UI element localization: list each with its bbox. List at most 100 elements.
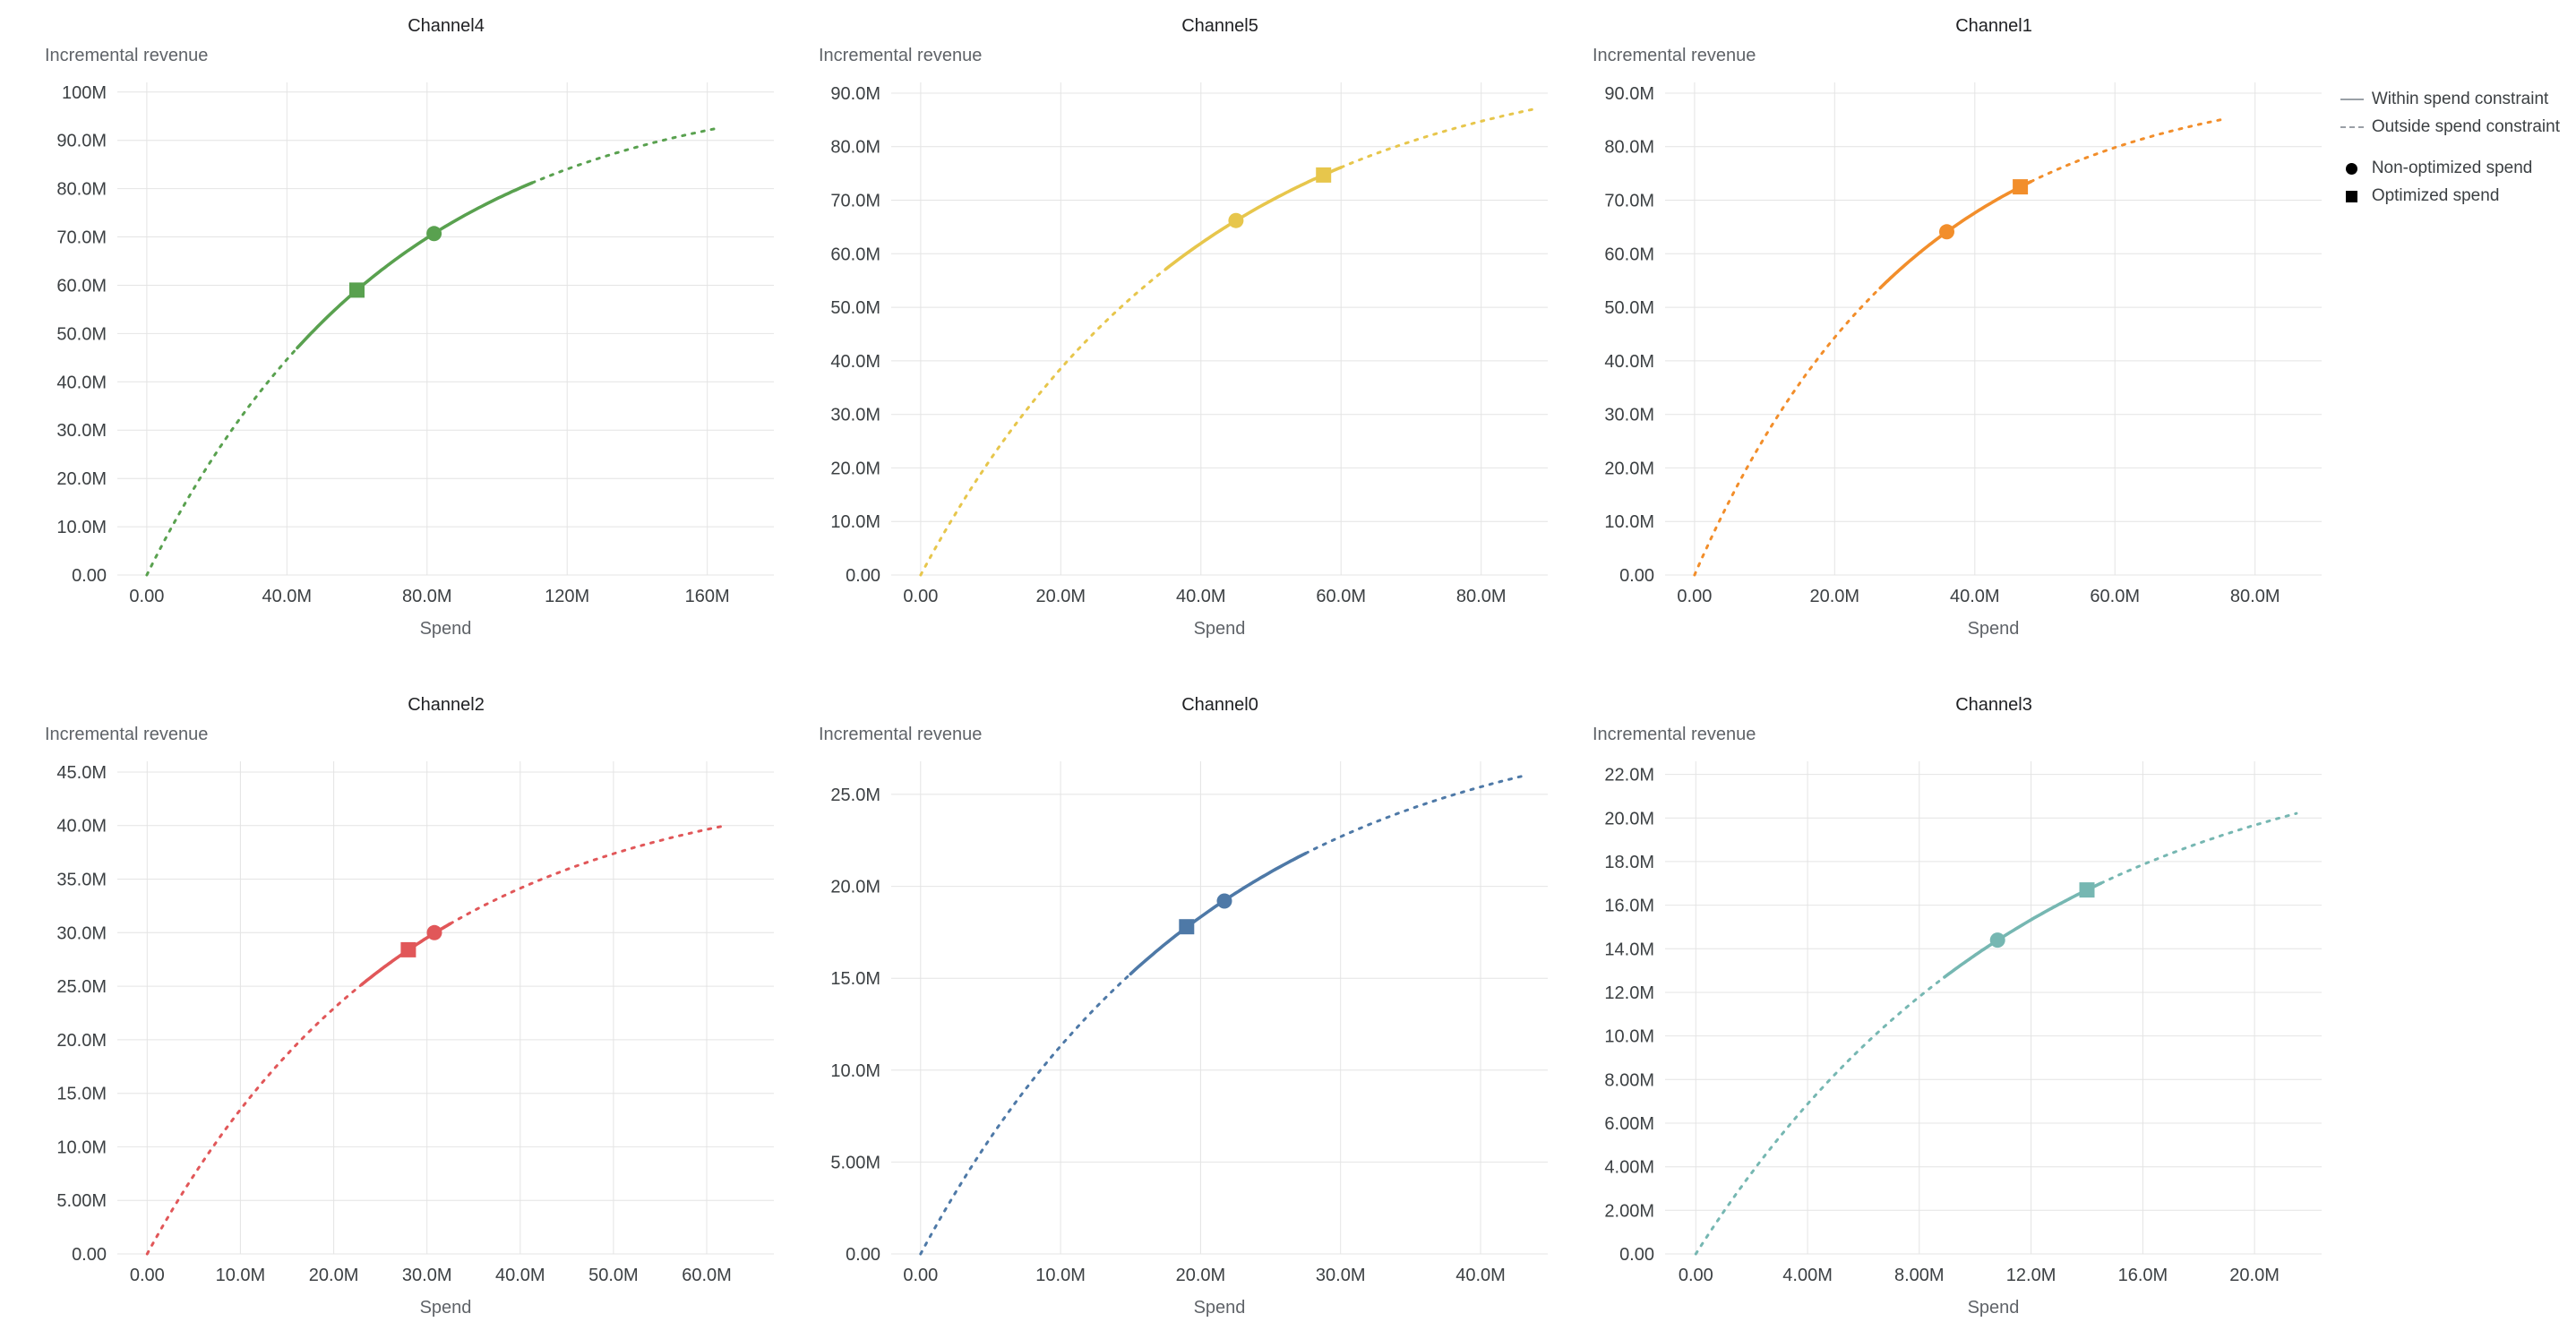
x-axis-title: Spend — [420, 1298, 472, 1318]
optimized-spend-marker — [400, 941, 416, 957]
y-axis-title: Incremental revenue — [819, 725, 983, 744]
chart-channel2: Channel2 Incremental revenue 0.00 10.0M 20… — [32, 691, 785, 1322]
curve-outside-constraint-right — [449, 824, 727, 925]
y-tick-label: 2.00M — [1604, 1201, 1654, 1221]
x-tick-label: 0.00 — [129, 587, 164, 606]
legend: Within spend constraint Outside spend co… — [2340, 90, 2560, 214]
legend-label: Within spend constraint — [2371, 90, 2549, 108]
y-tick-label: 30.0M — [56, 923, 107, 943]
y-tick-label: 60.0M — [1604, 245, 1654, 264]
legend-item-non-optimized-spend: Non-optimized spend — [2340, 159, 2560, 178]
curve-outside-constraint-left — [1694, 975, 1946, 1256]
x-axis-title: Spend — [1968, 1298, 2020, 1318]
optimized-spend-marker — [1316, 167, 1332, 183]
optimized-spend-marker — [349, 282, 365, 298]
y-tick-label: 18.0M — [1604, 853, 1654, 872]
non-optimized-spend-marker — [426, 924, 442, 940]
non-optimized-spend-marker — [1216, 893, 1232, 909]
chart-title: Channel5 — [1181, 16, 1258, 36]
x-tick-label: 40.0M — [1176, 587, 1226, 606]
chart-title: Channel3 — [1955, 695, 2032, 715]
y-axis-title: Incremental revenue — [45, 46, 209, 65]
x-tick-label: 20.0M — [1810, 587, 1860, 606]
curve-outside-constraint-left — [919, 972, 1132, 1256]
curve-within-constraint — [1943, 881, 2103, 979]
chart-title: Channel4 — [408, 16, 485, 36]
x-tick-label: 60.0M — [1316, 587, 1366, 606]
y-tick-label: 80.0M — [830, 138, 880, 158]
solid-line-icon — [2340, 99, 2364, 100]
y-axis-title: Incremental revenue — [1593, 725, 1756, 744]
y-tick-label: 45.0M — [56, 763, 107, 783]
y-tick-label: 10.0M — [56, 1137, 107, 1157]
y-tick-label: 10.0M — [1604, 1027, 1654, 1047]
non-optimized-spend-marker — [426, 226, 442, 242]
curve-outside-constraint-right — [2099, 811, 2298, 885]
y-tick-label: 80.0M — [56, 180, 107, 200]
x-tick-label: 60.0M — [682, 1266, 732, 1285]
y-axis-title: Incremental revenue — [1593, 46, 1756, 65]
x-tick-label: 30.0M — [402, 1266, 452, 1285]
x-axis-title: Spend — [1968, 619, 2020, 639]
legend-item-outside-constraint: Outside spend constraint — [2340, 117, 2560, 137]
x-tick-label: 160M — [685, 587, 730, 606]
y-tick-label: 30.0M — [830, 406, 880, 425]
chart-channel4: Channel4 Incremental revenue 0.00 40.0M 80… — [32, 13, 785, 643]
y-tick-label: 70.0M — [830, 192, 880, 211]
response-curve-plot: 0.00 4.00M 8.00M 12.0M 16.0M 20.0M 0.00 2.00M 4.… — [1604, 761, 2322, 1318]
x-axis-title: Spend — [1194, 1298, 1246, 1318]
y-tick-label: 70.0M — [56, 228, 107, 248]
chart-title: Channel0 — [1181, 695, 1258, 715]
chart-channel5: Channel5 Incremental revenue 0.00 20.0M 40… — [806, 13, 1558, 643]
y-tick-label: 22.0M — [1604, 766, 1654, 785]
x-tick-label: 12.0M — [2006, 1266, 2057, 1285]
x-axis-title: Spend — [420, 619, 472, 639]
curve-within-constraint — [1129, 852, 1308, 976]
y-tick-label: 20.0M — [830, 459, 880, 478]
x-tick-label: 40.0M — [1455, 1266, 1506, 1285]
y-tick-label: 20.0M — [56, 469, 107, 489]
x-tick-label: 0.00 — [1679, 1266, 1713, 1285]
response-curve-plot: 0.00 10.0M 20.0M 30.0M 40.0M 0.00 5.00M 10.0M 15… — [830, 761, 1548, 1318]
curve-outside-constraint-left — [919, 267, 1168, 577]
optimized-spend-marker — [2079, 882, 2095, 898]
y-tick-label: 70.0M — [1604, 192, 1654, 211]
y-tick-label: 60.0M — [56, 277, 107, 296]
x-tick-label: 120M — [545, 587, 589, 606]
y-tick-label: 40.0M — [56, 817, 107, 837]
y-tick-label: 50.0M — [830, 298, 880, 318]
y-tick-label: 10.0M — [830, 1061, 880, 1081]
y-tick-label: 90.0M — [1604, 84, 1654, 104]
y-tick-label: 5.00M — [56, 1191, 107, 1211]
y-axis-title: Incremental revenue — [45, 725, 209, 744]
x-tick-label: 0.00 — [903, 587, 938, 606]
y-tick-label: 0.00 — [1619, 1245, 1654, 1265]
non-optimized-spend-marker — [1989, 932, 2005, 949]
y-tick-label: 0.00 — [846, 1245, 880, 1265]
y-tick-label: 90.0M — [830, 84, 880, 104]
y-tick-label: 40.0M — [56, 373, 107, 392]
legend-item-optimized-spend: Optimized spend — [2340, 186, 2560, 206]
y-tick-label: 12.0M — [1604, 983, 1654, 1003]
y-tick-label: 14.0M — [1604, 940, 1654, 959]
curve-within-constraint — [296, 181, 534, 350]
dashed-line-icon — [2340, 126, 2364, 128]
response-curve-plot: 0.00 10.0M 20.0M 30.0M 40.0M 50.0M 60.0M 0.00 5.… — [56, 761, 774, 1318]
y-tick-label: 100M — [62, 83, 107, 103]
y-tick-label: 20.0M — [56, 1031, 107, 1051]
x-tick-label: 0.00 — [1677, 587, 1712, 606]
x-axis-title: Spend — [1194, 619, 1246, 639]
curve-outside-constraint-left — [1693, 287, 1882, 577]
chart-title: Channel1 — [1955, 16, 2032, 36]
x-tick-label: 40.0M — [1950, 587, 2000, 606]
x-tick-label: 80.0M — [1456, 587, 1507, 606]
curve-outside-constraint-right — [2029, 116, 2228, 184]
y-tick-label: 30.0M — [56, 421, 107, 441]
y-tick-label: 80.0M — [1604, 138, 1654, 158]
y-tick-label: 40.0M — [1604, 352, 1654, 372]
legend-item-within-constraint: Within spend constraint — [2340, 90, 2560, 109]
y-tick-label: 35.0M — [56, 871, 107, 890]
y-tick-label: 20.0M — [1604, 809, 1654, 828]
